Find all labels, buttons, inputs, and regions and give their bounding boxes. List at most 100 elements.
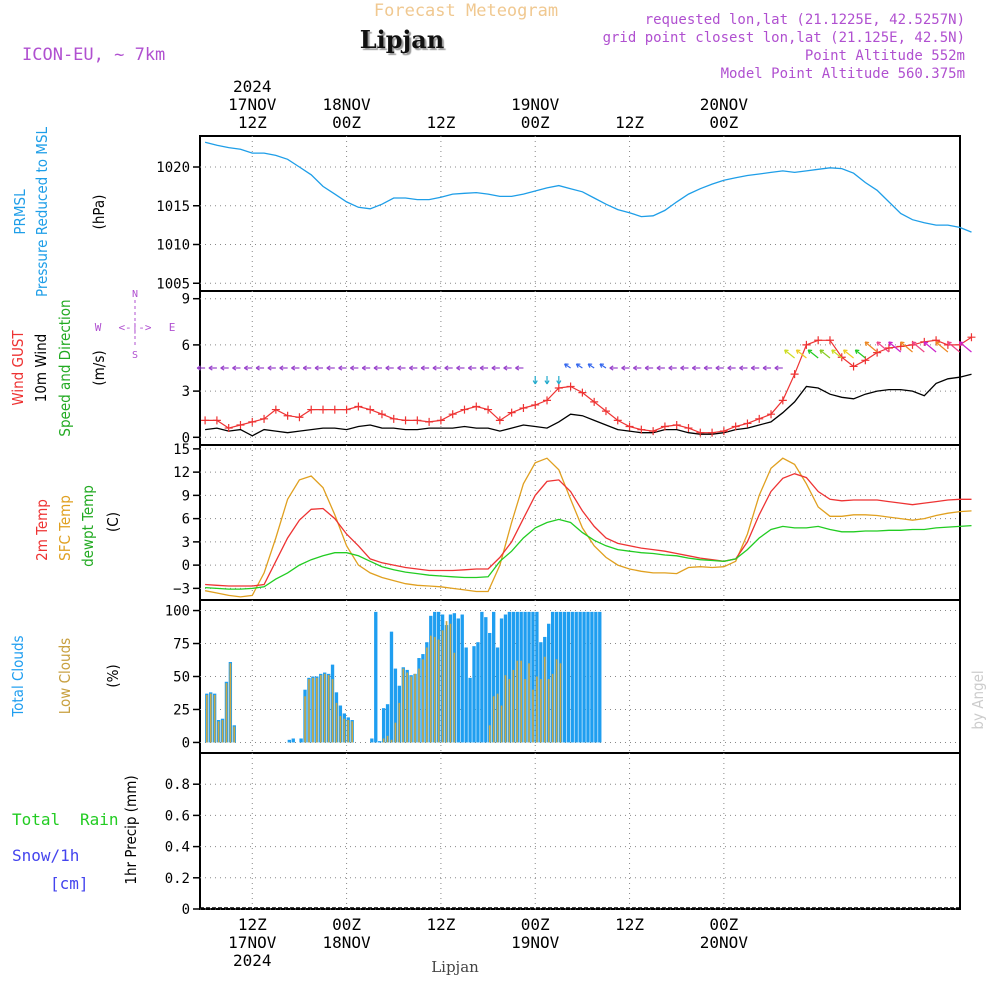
model-altitude: Model Point Altitude 560.375m xyxy=(721,66,965,82)
low-cloud-bar xyxy=(331,679,334,743)
y-tick-label: 6 xyxy=(182,512,190,528)
wind-arrow-head xyxy=(819,349,825,354)
total-cloud-bar xyxy=(598,611,602,743)
wind-arrow-head xyxy=(807,349,813,354)
time-label: 19NOV xyxy=(511,95,560,114)
wind-arrow-head xyxy=(255,365,260,371)
y-tick-label: 3 xyxy=(182,535,190,551)
low-cloud-bar xyxy=(492,696,495,743)
footer-location: Lipjan xyxy=(431,958,479,976)
wind-arrow-head xyxy=(479,365,484,371)
total-cloud-bar xyxy=(464,647,468,743)
low-cloud-bar xyxy=(524,679,526,743)
y-tick-label: 75 xyxy=(173,637,190,653)
total-cloud-bar xyxy=(574,611,578,743)
snow-unit-label: [cm] xyxy=(50,874,89,893)
gust-marker xyxy=(330,405,339,414)
total-cloud-bar xyxy=(578,611,582,743)
gust-label: Wind GUST xyxy=(9,330,27,406)
wind-arrow-head xyxy=(703,365,708,371)
wind-arrow xyxy=(796,349,807,359)
time-label: 12Z xyxy=(426,113,455,132)
low-cloud-bar xyxy=(496,693,499,743)
low-cloud-bar xyxy=(433,636,436,743)
clouds-unit: (%) xyxy=(104,664,122,687)
compass-w: W xyxy=(95,321,102,334)
precip-unit: 1hr Precip (mm) xyxy=(122,775,140,884)
low-cloud-bar xyxy=(233,726,236,743)
gust-marker xyxy=(377,410,386,419)
gust-marker xyxy=(802,340,811,349)
gust-marker xyxy=(507,408,516,417)
wind-arrow-head xyxy=(633,365,638,371)
wind-arrow-head xyxy=(491,365,496,371)
wind-arrow-head xyxy=(361,365,366,371)
wind10m-label: 10m Wind xyxy=(32,334,50,403)
y-tick-label: 3 xyxy=(182,384,190,400)
wind-arrow-head xyxy=(196,365,201,371)
gust-marker xyxy=(495,416,504,425)
gust-marker xyxy=(460,405,469,414)
gust-marker xyxy=(389,414,398,423)
gust-marker xyxy=(283,411,292,420)
total-cloud-bar xyxy=(531,611,535,743)
wind-arrow xyxy=(947,341,961,353)
wind-arrow xyxy=(923,341,937,353)
wind-panel-frame xyxy=(199,290,961,446)
wind-arrow xyxy=(864,341,878,353)
wind-arrow-head xyxy=(232,365,237,371)
time-label: 00Z xyxy=(709,113,738,132)
wind-arrow-head xyxy=(544,380,550,385)
y-tick-label: 0 xyxy=(182,558,190,574)
header-title: Forecast Meteogram xyxy=(374,1,558,21)
gust-marker xyxy=(837,353,846,362)
total-cloud-bar xyxy=(570,611,574,743)
total-cloud-bar xyxy=(586,611,590,743)
total-cloud-bar xyxy=(299,738,303,743)
time-label: 2024 xyxy=(233,951,272,970)
credit-watermark: by Angel xyxy=(969,670,987,729)
gust-marker xyxy=(248,417,257,426)
y-tick-label: 1010 xyxy=(156,238,190,254)
wind-arrow-head xyxy=(291,365,296,371)
gust-marker xyxy=(543,396,552,405)
y-tick-label: 50 xyxy=(173,670,190,686)
total-cloud-bar xyxy=(566,611,571,743)
y-tick-label: 15 xyxy=(173,442,190,458)
wind-arrow-head xyxy=(739,365,744,371)
y-tick-label: 6 xyxy=(182,338,190,354)
time-label: 12Z xyxy=(615,915,644,934)
gust-marker xyxy=(519,404,528,413)
low-cloud-bar xyxy=(508,679,511,743)
compass-n: N xyxy=(132,289,138,300)
wind-arrow-head xyxy=(314,365,319,371)
wind-arrow xyxy=(599,363,607,369)
wind-arrow-head xyxy=(923,341,929,346)
dewpoint-line xyxy=(205,518,972,590)
total-cloud-bar xyxy=(491,611,496,743)
low-cloud-bar xyxy=(539,679,542,743)
low-cloud-bar xyxy=(390,739,393,743)
dewpt-label: dewpt Temp xyxy=(79,485,97,567)
gust-marker xyxy=(743,419,752,428)
wind-arrow-head xyxy=(432,365,437,371)
time-label: 00Z xyxy=(521,113,550,132)
wind-arrow xyxy=(819,349,831,359)
wind-arrow-head xyxy=(691,365,697,371)
gust-marker xyxy=(601,407,610,416)
time-label: 20NOV xyxy=(700,933,749,952)
low-cloud-bar xyxy=(422,659,424,743)
low-cloud-bar xyxy=(304,696,306,743)
total-cloud-bar xyxy=(291,738,295,743)
y-tick-label: 100 xyxy=(165,604,190,620)
y-tick-label: 0.4 xyxy=(165,840,190,856)
wind-arrow-head xyxy=(609,365,614,371)
model-label: ICON-EU, ~ 7km xyxy=(22,45,165,65)
gust-marker xyxy=(590,397,599,406)
gust-marker xyxy=(425,417,434,426)
wind-arrow-head xyxy=(373,365,378,371)
gust-marker xyxy=(684,424,693,433)
wind-arrow-head xyxy=(644,365,649,371)
